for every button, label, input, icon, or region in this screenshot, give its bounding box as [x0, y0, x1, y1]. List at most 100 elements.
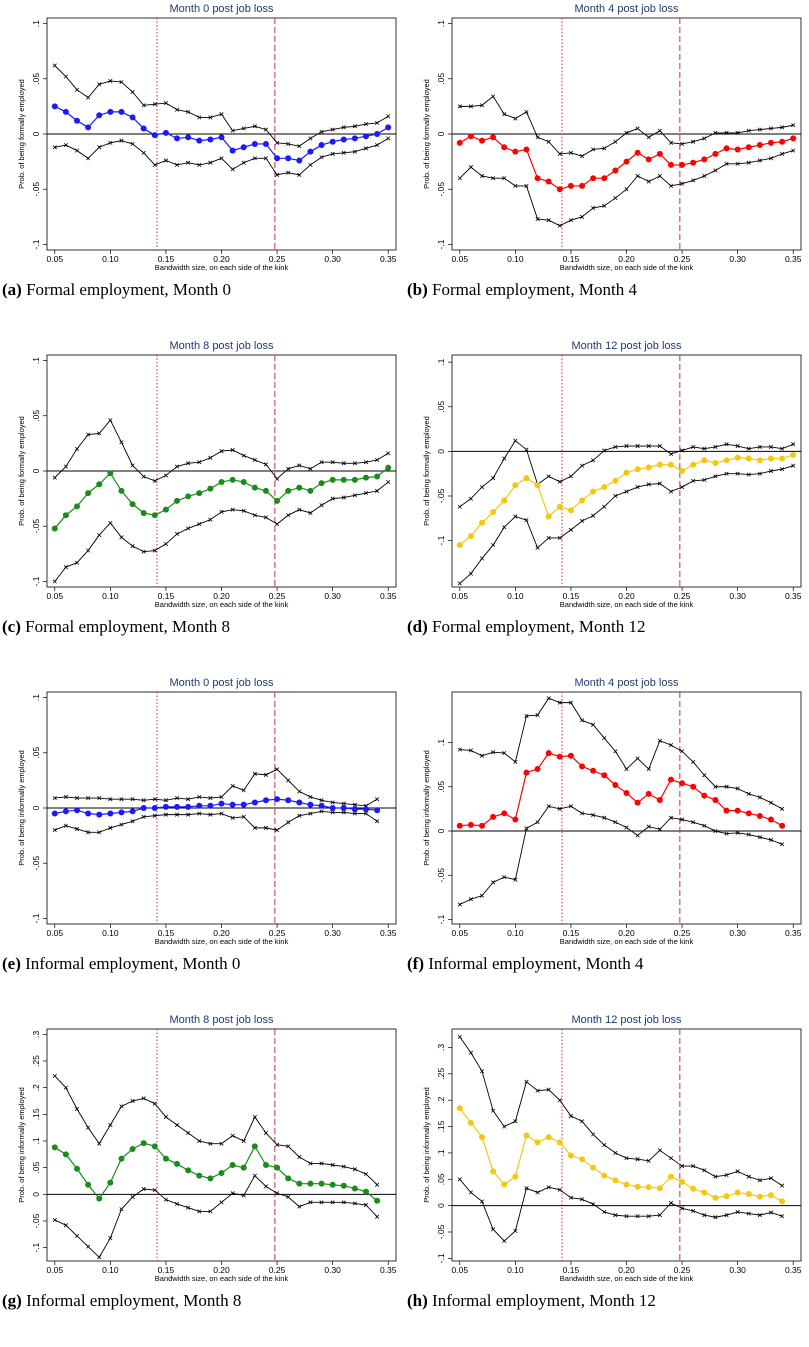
estimate-point [374, 131, 381, 137]
ci-point [208, 517, 213, 522]
ci-point [646, 135, 651, 140]
ci-point [591, 147, 596, 152]
estimate-point [679, 1178, 686, 1185]
estimate-point [790, 135, 797, 142]
estimate-point [340, 136, 347, 143]
ci-point [668, 1200, 674, 1206]
estimate-point [534, 482, 541, 489]
y-tick-label: -.05 [31, 519, 41, 534]
estimate-point [490, 1168, 497, 1175]
estimate-point [701, 1189, 708, 1196]
ci-point [757, 158, 762, 163]
ci-point [657, 443, 662, 449]
estimate-point [85, 1181, 92, 1188]
estimate-point [374, 1197, 381, 1204]
ci-point [579, 718, 585, 723]
ci-point [130, 1098, 135, 1104]
ci-line [54, 1174, 378, 1258]
ci-point [152, 1187, 157, 1193]
ci-point [297, 789, 302, 794]
estimate-point [601, 175, 608, 182]
estimate-point [96, 481, 103, 488]
ci-point [524, 183, 529, 189]
x-tick-label: 0.15 [563, 591, 580, 601]
ci-point [341, 461, 346, 466]
ci-point [108, 78, 113, 84]
estimate-point [96, 1195, 103, 1202]
estimate-point [274, 1164, 281, 1171]
estimate-point [96, 112, 103, 119]
caption-text: Informal employment, Month 0 [25, 954, 240, 973]
estimate-point [340, 1182, 347, 1189]
estimate-point [701, 156, 708, 163]
estimate-point [679, 468, 686, 474]
estimate-point [185, 134, 192, 141]
estimate-point [107, 108, 114, 115]
ci-point [457, 176, 462, 181]
x-tick-label: 0.35 [785, 928, 802, 938]
ci-point [252, 124, 257, 129]
ci-point [579, 154, 585, 159]
ci-point [52, 579, 57, 584]
ci-point [535, 135, 540, 140]
ci-point [319, 129, 324, 134]
caption-text: Formal employment, Month 8 [25, 617, 230, 636]
ci-point [568, 1113, 574, 1119]
caption-label: (g) [2, 1291, 22, 1310]
ci-point [546, 1185, 551, 1190]
ci-point [219, 112, 224, 117]
ci-point [635, 173, 640, 179]
x-tick-label: 0.10 [507, 928, 524, 938]
ci-point [330, 151, 335, 156]
ci-point [97, 1255, 102, 1260]
estimate-point [534, 1139, 541, 1146]
y-tick-label: 0 [436, 449, 446, 454]
ci-point [735, 471, 740, 476]
x-axis-title: Bandwidth size, on each side of the kink [560, 600, 694, 609]
estimate-point [756, 1193, 763, 1200]
ci-point [457, 504, 462, 509]
ci-point [241, 788, 246, 793]
estimate-point [140, 805, 147, 811]
estimate-point [590, 175, 597, 182]
ci-point [308, 136, 313, 141]
ci-point [252, 771, 257, 776]
ci-point [386, 479, 391, 485]
ci-point [724, 442, 729, 447]
ci-point [746, 1211, 751, 1216]
estimate-point [285, 1175, 292, 1182]
x-tick-label: 0.10 [507, 591, 524, 601]
ci-point [557, 1098, 562, 1103]
ci-point [591, 813, 596, 818]
x-tick-label: 0.35 [785, 1265, 802, 1275]
estimate-point [545, 178, 552, 185]
y-tick-label: .1 [31, 694, 41, 701]
estimate-point [329, 1181, 336, 1188]
ci-point [230, 1191, 235, 1196]
ci-point [746, 832, 751, 837]
ci-point [141, 474, 146, 479]
x-tick-label: 0.15 [158, 1265, 175, 1275]
ci-point [286, 141, 291, 147]
ci-point [579, 463, 585, 468]
estimate-point [767, 1192, 774, 1199]
ci-point [74, 560, 80, 565]
estimate-point [512, 1173, 519, 1180]
ci-point [252, 825, 257, 830]
ci-point [724, 784, 729, 789]
chart-panel: Month 12 post job loss-.1-.050.05.10.05 0… [407, 340, 802, 636]
ci-point [513, 183, 518, 189]
ci-point [130, 1194, 135, 1200]
caption-text: Formal employment, Month 12 [432, 617, 645, 636]
ci-point [613, 820, 618, 825]
ci-point [152, 162, 157, 168]
ci-point [646, 1214, 651, 1219]
ci-point [341, 1164, 346, 1169]
ci-point [263, 1130, 269, 1136]
ci-point [241, 453, 246, 458]
y-axis-title: Prob. of being formally employed [17, 416, 26, 526]
ci-point [97, 82, 102, 87]
ci-point [757, 471, 762, 476]
ci-point [297, 463, 302, 468]
estimate-point [479, 137, 486, 144]
